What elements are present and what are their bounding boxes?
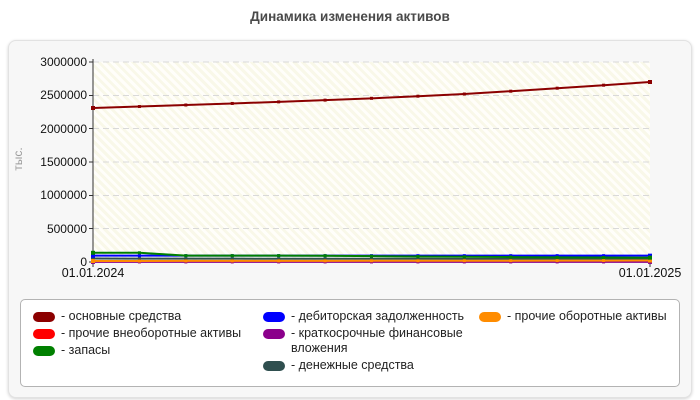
- series-marker: [602, 254, 606, 258]
- series-marker: [370, 96, 373, 100]
- series-marker: [137, 257, 141, 261]
- legend-item-prochie-vneoborotnye-aktivy: - прочие внеоборотные активы: [33, 326, 258, 341]
- series-marker: [462, 92, 466, 96]
- y-tick-label: 3000000: [40, 55, 87, 69]
- legend-column-1: - основные средства - прочие внеоборотны…: [33, 309, 258, 360]
- series-marker: [555, 254, 559, 258]
- series-marker: [370, 254, 373, 258]
- series-marker: [277, 100, 281, 104]
- series-marker: [184, 254, 188, 258]
- legend-label: - прочие внеоборотные активы: [61, 326, 242, 340]
- legend-item-osnovnye-sredstva: - основные средства: [33, 309, 258, 324]
- series-marker: [184, 259, 188, 263]
- series-marker: [137, 259, 141, 263]
- series-marker: [277, 259, 281, 263]
- series-marker: [509, 259, 513, 263]
- legend-label: - краткосрочные финансовые вложения: [291, 326, 463, 355]
- series-marker: [416, 259, 420, 263]
- legend-label: - основные средства: [61, 309, 182, 323]
- series-marker: [137, 251, 141, 255]
- series-marker: [509, 89, 513, 93]
- y-tick-label: 1000000: [40, 188, 87, 202]
- series-marker: [91, 256, 95, 261]
- series-marker: [462, 257, 466, 261]
- series-marker: [555, 255, 559, 259]
- series-marker: [137, 105, 141, 109]
- legend-column-2: - дебиторская задолженность - краткосроч…: [263, 309, 468, 375]
- legend-item-debitorskaya-zadolzhennost: - дебиторская задолженность: [263, 309, 468, 324]
- legend-item-kratkosrochnye-finansovye-vlozheniya: - краткосрочные финансовые вложения: [263, 326, 468, 356]
- legend-label: - денежные средства: [291, 358, 414, 372]
- series-marker: [184, 103, 188, 107]
- series-marker: [648, 255, 652, 260]
- x-tick-label-start: 01.01.2024: [61, 266, 125, 280]
- series-marker: [602, 256, 606, 260]
- series-marker: [230, 259, 234, 263]
- series-marker: [648, 80, 652, 84]
- series-marker: [91, 250, 95, 255]
- y-tick-label: 2500000: [40, 88, 87, 102]
- series-marker: [416, 255, 420, 259]
- legend-swatch: [33, 346, 55, 356]
- series-marker: [91, 259, 95, 263]
- series-marker: [555, 259, 559, 263]
- series-marker: [323, 259, 327, 263]
- series-marker: [416, 257, 420, 261]
- series-marker: [509, 255, 513, 259]
- legend-swatch: [263, 312, 285, 322]
- legend-swatch: [479, 312, 501, 322]
- series-marker: [509, 257, 513, 261]
- series-marker: [323, 98, 327, 102]
- legend-swatch: [33, 329, 55, 339]
- series-marker: [230, 257, 234, 261]
- series-marker: [184, 257, 188, 261]
- chart-title: Динамика изменения активов: [250, 9, 450, 24]
- legend-item-zapasy: - запасы: [33, 343, 258, 358]
- legend-label: - запасы: [61, 343, 111, 357]
- series-marker: [277, 257, 281, 261]
- series-marker: [91, 253, 95, 258]
- series-marker: [462, 255, 466, 259]
- series-marker: [370, 257, 373, 261]
- y-tick-label: 2000000: [40, 122, 87, 136]
- series-marker: [555, 257, 559, 261]
- legend: - основные средства - прочие внеоборотны…: [20, 299, 680, 387]
- series-marker: [91, 106, 95, 110]
- legend-item-prochie-oborotnye-aktivy: - прочие оборотные активы: [479, 309, 674, 324]
- legend-label: - дебиторская задолженность: [291, 309, 465, 323]
- series-marker: [230, 101, 234, 105]
- y-tick-label: 1500000: [40, 155, 87, 169]
- y-tick-label: 0: [80, 255, 87, 269]
- series-marker: [370, 259, 373, 263]
- series-marker: [648, 258, 652, 263]
- legend-item-denezhnye-sredstva: - денежные средства: [263, 358, 468, 373]
- y-tick-label: 500000: [46, 222, 87, 236]
- series-marker: [602, 83, 606, 87]
- legend-label: - прочие оборотные активы: [507, 309, 667, 323]
- series-marker: [230, 254, 234, 258]
- series-marker: [137, 254, 141, 258]
- legend-swatch: [263, 361, 285, 371]
- series-marker: [416, 94, 420, 98]
- series-marker: [323, 254, 327, 258]
- series-marker: [462, 259, 466, 263]
- series-marker: [602, 259, 606, 263]
- x-tick-label-end: 01.01.2025: [618, 266, 682, 280]
- legend-column-3: - прочие оборотные активы: [479, 309, 674, 326]
- legend-swatch: [263, 329, 285, 339]
- legend-swatch: [33, 312, 55, 322]
- series-marker: [277, 254, 281, 258]
- series-marker: [323, 257, 327, 261]
- series-marker: [555, 86, 559, 90]
